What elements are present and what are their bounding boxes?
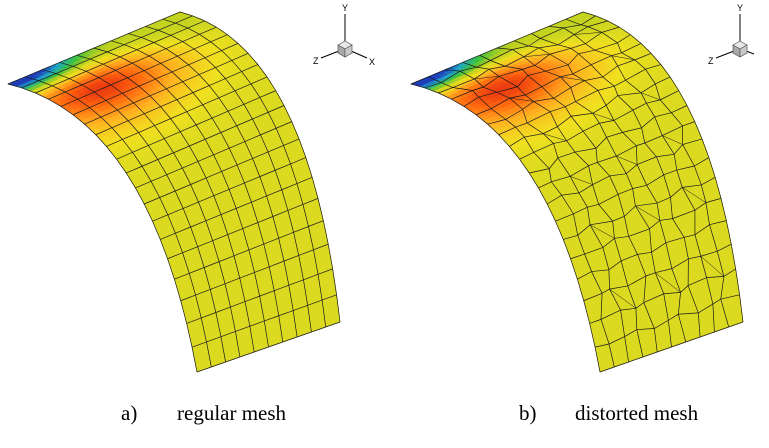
cube-right [739,44,748,58]
mesh-distortion-edge [616,155,638,165]
mesh-distortion-edge [655,272,681,293]
mesh-distortion-edge [474,76,500,80]
mesh-line-column [179,11,341,323]
mesh-line-column [145,26,312,333]
z-axis-label: Z [313,56,319,66]
caption-a: a) regular mesh [121,401,286,426]
mesh-line-column [93,47,269,348]
mesh-distortion-edge [543,133,567,142]
mesh-distortion-edge [662,135,683,145]
mesh-line-column [514,40,687,343]
mesh-lines [410,11,744,373]
mesh-line-column [111,40,284,343]
mesh-distortion-edge [560,76,585,81]
mesh-line-column [582,11,744,323]
mesh-line-column [25,76,212,368]
mesh-distortion-edge [509,97,534,102]
mesh-line-column [42,69,226,363]
mesh-line-column [162,18,327,328]
mesh-distortion-edge [609,288,637,309]
mesh-distortion-edge [574,32,602,35]
mesh-line-column [7,83,198,373]
mesh-distortion-edge [592,113,614,121]
z-axis-line [320,50,340,59]
caption-a-label: a) [121,401,138,425]
surface-panel-a: Y Z X [7,3,375,373]
caption-b-text: distorted mesh [575,401,699,425]
mesh-distortion-edge [635,205,660,221]
y-axis-label: Y [737,3,743,13]
mesh-lines [7,11,341,373]
mesh-line-column [462,62,644,358]
z-axis-line [715,50,735,59]
mesh-line-column [428,76,615,368]
axis-triad-b: YZ [708,3,755,66]
axis-triad-a: Y Z X [313,3,375,67]
surface-fill [7,11,341,373]
mesh-distortion-edge [641,92,661,101]
y-axis-label: Y [342,3,348,13]
mesh-distortion-edge [589,224,615,239]
mesh-distortion-edge [570,176,593,185]
mesh-line-column [496,47,672,348]
mesh-distortion-edge [682,187,707,203]
caption-b: b) distorted mesh [519,401,698,426]
caption-b-label: b) [519,401,537,425]
mesh-line-column [76,54,255,353]
mesh-line-column [548,26,715,333]
mesh-line-column [531,33,701,338]
mesh-distortion-edge [611,55,635,61]
mesh-distortion-edge [523,53,550,57]
surface-fill [410,11,744,373]
mesh-line-column [410,83,601,373]
mesh-line-column [128,33,298,338]
mesh-line-column [565,18,730,328]
x-axis-line [350,50,368,59]
x-axis-label: X [369,57,375,67]
mesh-distortion-edge [700,256,725,277]
z-axis-label: Z [708,56,714,66]
mesh-line-column [479,54,658,353]
mesh-line-column [445,69,629,363]
surface-panel-b: YZ [410,3,755,373]
mesh-line-column [59,62,241,358]
caption-a-text: regular mesh [177,401,287,425]
cube-right [344,44,353,58]
